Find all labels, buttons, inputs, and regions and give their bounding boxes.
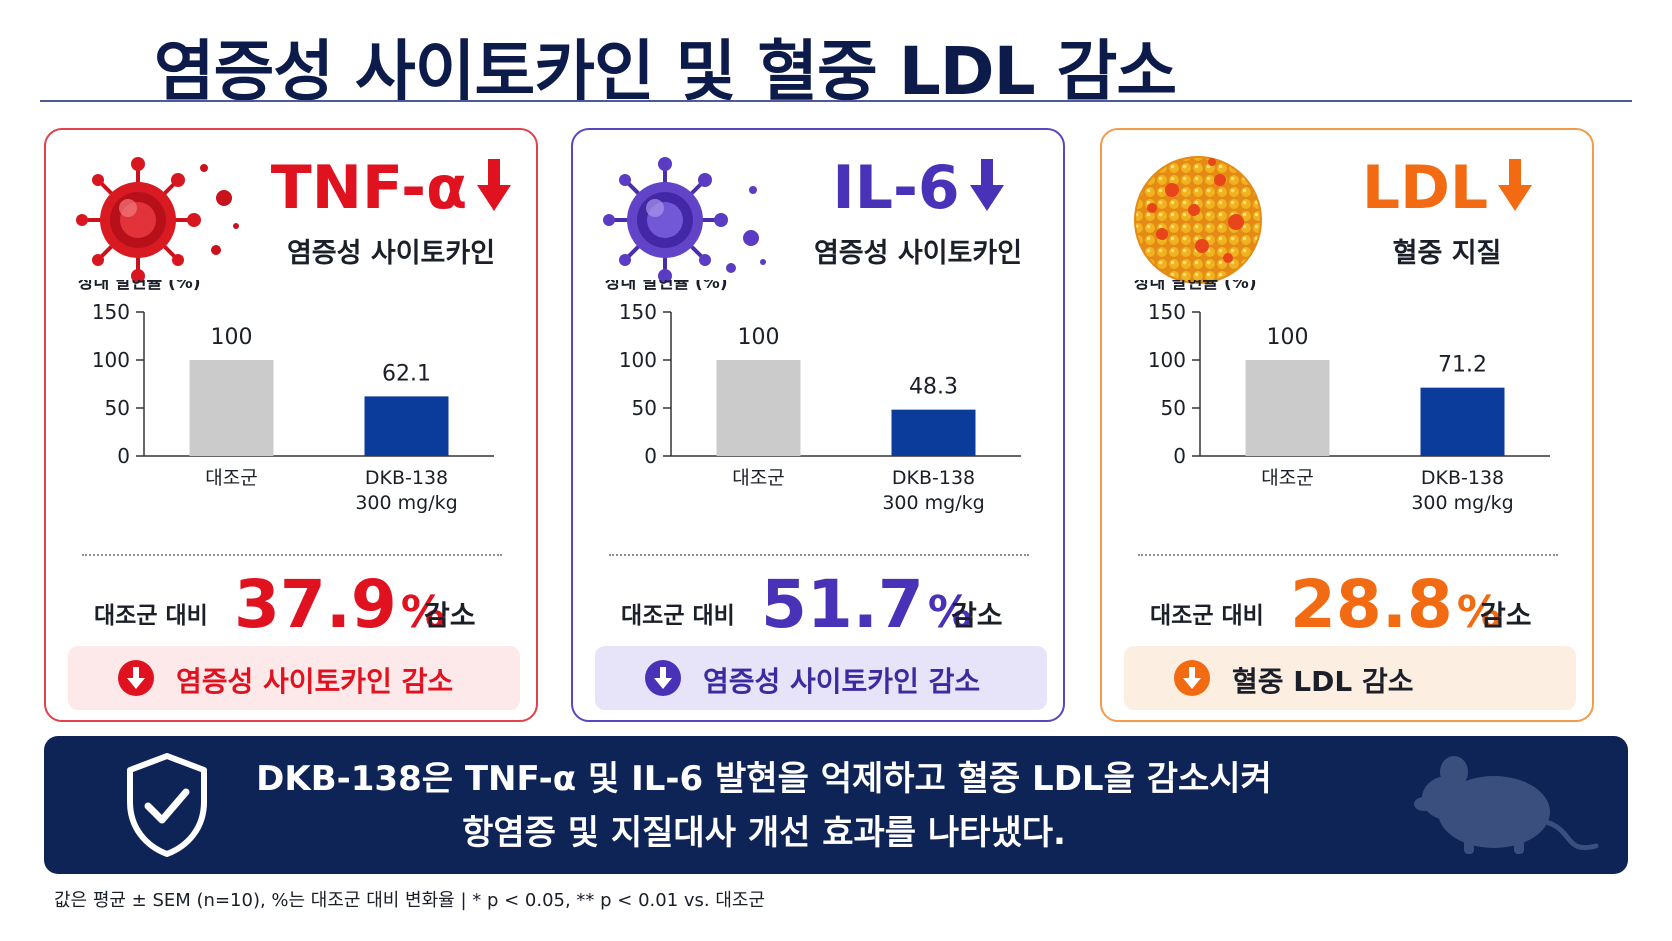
badge-text: 염증성 사이토카인 감소 <box>176 665 454 698</box>
result-suffix: 감소 <box>424 599 476 632</box>
bar-chart: 상대 발현율 (%) 0 50 100 150 100 대조군 71.2 DKB-138 300 … <box>1134 280 1550 514</box>
y-axis-label: 상대 발현율 (%) <box>1134 280 1257 293</box>
y-tick-label: 150 <box>1148 300 1186 324</box>
x-tick-label: DKB-138 300 mg/kg <box>1411 467 1513 514</box>
page-title: 염증성 사이토카인 및 혈중 LDL 감소 <box>153 33 1177 110</box>
y-tick-label: 100 <box>92 348 130 372</box>
arrow-circle-down-icon <box>645 660 681 700</box>
card-subtitle: 혈중 지질 <box>1392 238 1502 270</box>
x-tick-label: DKB-138 300 mg/kg <box>882 467 984 514</box>
card-name: IL-6 <box>773 152 1063 227</box>
bar <box>189 360 274 456</box>
arrow-down-icon <box>969 155 1004 227</box>
mouse-icon <box>1414 750 1604 864</box>
result-label: 대조군 대비 <box>94 603 208 629</box>
x-tick-label: 대조군 <box>205 467 257 489</box>
badge-text: 염증성 사이토카인 감소 <box>703 665 981 698</box>
bar <box>364 396 449 456</box>
bar-value-label: 62.1 <box>382 361 431 386</box>
bar-value-label: 100 <box>211 325 253 350</box>
badge-text: 혈중 LDL 감소 <box>1232 665 1414 698</box>
divider <box>609 554 1029 556</box>
lipoprotein-particle-icon <box>1132 150 1312 290</box>
y-axis-label: 상대 발현율 (%) <box>78 280 201 293</box>
virus-icon <box>603 150 783 290</box>
bar-chart: 상대 발현율 (%) 0 50 100 150 100 대조군 62.1 DKB-138 300 … <box>78 280 494 514</box>
virus-icon <box>76 150 256 290</box>
divider <box>1138 554 1558 556</box>
bar <box>1245 360 1330 456</box>
summary-badge: 염증성 사이토카인 감소 <box>68 646 520 710</box>
y-tick-label: 100 <box>1148 348 1186 372</box>
x-tick-label: 대조군 <box>1261 467 1313 489</box>
result-percent: 51.7% <box>761 566 972 643</box>
result-label: 대조군 대비 <box>621 603 735 629</box>
bar-value-label: 100 <box>738 325 780 350</box>
result-row: 대조군 대비 28.8% 감소 <box>1102 566 1596 646</box>
y-tick-label: 50 <box>632 396 657 420</box>
conclusion-banner: DKB-138은 TNF-α 및 IL-6 발현을 억제하고 혈중 LDL을 감… <box>44 736 1628 874</box>
card-subtitle: 염증성 사이토카인 <box>286 238 496 270</box>
bar-chart: 상대 발현율 (%) 0 50 100 150 100 대조군 48.3 DKB-138 300 … <box>605 280 1021 514</box>
summary-badge: 염증성 사이토카인 감소 <box>595 646 1047 710</box>
x-tick-label: DKB-138 300 mg/kg <box>355 467 457 514</box>
y-tick-label: 150 <box>92 300 130 324</box>
bar <box>1420 387 1505 456</box>
banner-line-1: DKB-138은 TNF-α 및 IL-6 발현을 억제하고 혈중 LDL을 감… <box>256 759 1272 799</box>
footnote: 값은 평균 ± SEM (n=10), %는 대조군 대비 변화율 | * p … <box>54 890 766 911</box>
y-tick-label: 0 <box>117 444 130 468</box>
arrow-circle-down-icon <box>118 660 154 700</box>
y-tick-label: 0 <box>644 444 657 468</box>
x-tick-label: 대조군 <box>732 467 784 489</box>
card-ldl: LDL 혈중 지질 상대 발현율 (%) 0 50 100 150 100 대조군 71.2 D… <box>1100 128 1594 722</box>
card-tnf-alpha: TNF-α 염증성 사이토카인 상대 발현율 (%) 0 50 100 150 100 대조… <box>44 128 538 722</box>
summary-badge: 혈중 LDL 감소 <box>1124 646 1576 710</box>
y-tick-label: 150 <box>619 300 657 324</box>
y-tick-label: 50 <box>105 396 130 420</box>
bar-value-label: 71.2 <box>1438 353 1487 378</box>
y-axis-label: 상대 발현율 (%) <box>605 280 728 293</box>
result-suffix: 감소 <box>951 599 1003 632</box>
result-suffix: 감소 <box>1480 599 1532 632</box>
result-row: 대조군 대비 51.7% 감소 <box>573 566 1067 646</box>
result-percent: 28.8% <box>1290 566 1501 643</box>
arrow-circle-down-icon <box>1174 660 1210 700</box>
banner-line-2: 항염증 및 지질대사 개선 효과를 나타냈다. <box>462 813 1066 853</box>
y-tick-label: 0 <box>1173 444 1186 468</box>
bar <box>891 409 976 456</box>
title-rule <box>40 100 1632 102</box>
card-il-6: IL-6 염증성 사이토카인 상대 발현율 (%) 0 50 100 150 100 대조군… <box>571 128 1065 722</box>
shield-check-icon <box>122 750 212 864</box>
card-subtitle: 염증성 사이토카인 <box>813 238 1023 270</box>
arrow-down-icon <box>477 155 512 227</box>
y-tick-label: 50 <box>1161 396 1186 420</box>
card-name: TNF-α <box>246 152 536 227</box>
bar-value-label: 100 <box>1267 325 1309 350</box>
result-row: 대조군 대비 37.9% 감소 <box>46 566 540 646</box>
arrow-down-icon <box>1498 155 1533 227</box>
bar-value-label: 48.3 <box>909 375 958 400</box>
card-name: LDL <box>1302 152 1592 227</box>
bar <box>716 360 801 456</box>
y-tick-label: 100 <box>619 348 657 372</box>
divider <box>82 554 502 556</box>
result-label: 대조군 대비 <box>1150 603 1264 629</box>
result-percent: 37.9% <box>234 566 445 643</box>
